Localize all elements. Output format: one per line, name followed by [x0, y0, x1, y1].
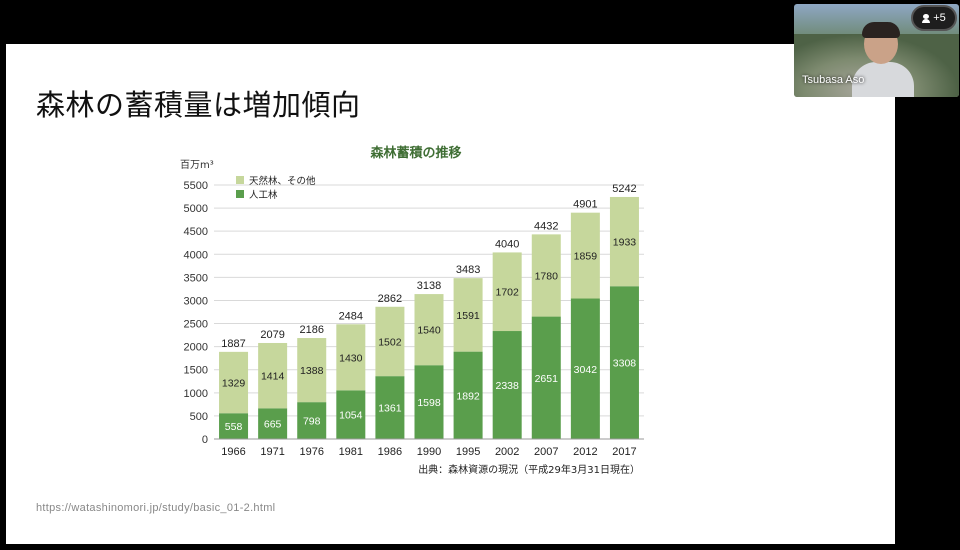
x-tick-label: 1986: [378, 446, 402, 458]
x-tick-label: 1981: [339, 446, 363, 458]
bar-value-label: 3042: [574, 364, 598, 376]
bar-segment: [414, 365, 444, 439]
bar-segment: [258, 342, 288, 409]
bar-value-label: 1361: [378, 403, 402, 415]
bar-total-label: 4040: [495, 238, 519, 250]
bar-segment: [453, 351, 483, 439]
bar-value-label: 1054: [339, 410, 363, 422]
bar-segment: [297, 338, 327, 403]
bar-total-label: 3483: [456, 264, 480, 276]
bar-segment: [219, 413, 249, 439]
legend-swatch: [236, 190, 244, 198]
bar-segment: [609, 286, 639, 439]
x-tick-label: 2007: [534, 446, 558, 458]
y-axis-label: 百万m³: [180, 159, 214, 171]
bar-segment: [609, 196, 639, 287]
bar-value-label: 1388: [300, 365, 324, 377]
y-tick-label: 5000: [184, 203, 208, 215]
x-tick-label: 1971: [260, 446, 284, 458]
x-tick-label: 1976: [299, 446, 323, 458]
bar-segment: [570, 212, 600, 299]
bar-segment: [297, 402, 327, 439]
bar-segment: [492, 252, 522, 332]
chart-source-note: 出典：森林資源の現況（平成29年3月31日現在）: [418, 463, 640, 476]
bar-total-label: 4432: [534, 220, 558, 232]
bar-value-label: 1414: [261, 371, 285, 383]
legend-label: 人工林: [249, 189, 278, 201]
legend-swatch: [236, 176, 244, 184]
bar-total-label: 3138: [417, 280, 441, 292]
y-tick-label: 3000: [184, 295, 208, 307]
bar-segment: [570, 298, 600, 439]
bar-value-label: 1329: [222, 378, 246, 390]
bar-total-label: 2484: [339, 310, 363, 322]
bar-value-label: 1780: [535, 270, 559, 282]
participants-button[interactable]: +5: [911, 5, 957, 31]
bar-total-label: 4901: [573, 199, 597, 211]
y-tick-label: 4500: [184, 226, 208, 238]
bar-segment: [375, 306, 405, 377]
bar-value-label: 1540: [417, 325, 441, 337]
person-icon: [922, 13, 931, 23]
bar-value-label: 2651: [535, 373, 559, 385]
legend-label: 天然林、その他: [249, 175, 316, 187]
bar-segment: [375, 376, 405, 439]
participant-avatar: [852, 22, 914, 97]
y-tick-label: 1500: [184, 365, 208, 377]
source-url: https://watashinomori.jp/study/basic_01-…: [36, 502, 276, 514]
bar-total-label: 2079: [260, 329, 284, 341]
bar-value-label: 558: [225, 421, 243, 433]
bar-total-label: 2186: [299, 324, 323, 336]
y-tick-label: 500: [190, 411, 208, 423]
bar-segment: [258, 408, 288, 439]
bar-value-label: 1598: [417, 397, 441, 409]
bar-value-label: 1933: [613, 237, 637, 249]
presentation-slide: 森林の蓄積量は増加傾向 森林蓄積の推移百万m³ 0 500 1000 1500 2000 2…: [6, 44, 895, 544]
bar-segment: [453, 278, 483, 352]
bar-total-label: 1887: [221, 338, 245, 350]
bar-value-label: 1591: [456, 310, 480, 322]
bar-segment: [531, 316, 561, 439]
bar-value-label: 1430: [339, 352, 363, 364]
bar-segment: [336, 324, 366, 391]
bar-segment: [336, 390, 366, 439]
x-tick-label: 2012: [573, 446, 597, 458]
bar-segment: [219, 351, 249, 414]
bar-segment: [492, 331, 522, 439]
x-tick-label: 1990: [417, 446, 441, 458]
bar-value-label: 3308: [613, 358, 637, 370]
y-tick-label: 4000: [184, 249, 208, 261]
bar-total-label: 2862: [378, 293, 402, 305]
bar-value-label: 665: [264, 419, 282, 431]
y-tick-label: 2500: [184, 319, 208, 331]
y-tick-label: 3500: [184, 272, 208, 284]
bar-value-label: 1892: [456, 390, 480, 402]
y-tick-label: 0: [202, 434, 208, 446]
y-tick-label: 1000: [184, 388, 208, 400]
x-tick-label: 2002: [495, 446, 519, 458]
bar-segment: [414, 294, 444, 366]
x-tick-label: 1966: [221, 446, 245, 458]
slide-title: 森林の蓄積量は増加傾向: [36, 88, 361, 122]
bar-value-label: 1702: [496, 287, 520, 299]
participants-count: +5: [933, 12, 946, 24]
x-tick-label: 2017: [612, 446, 636, 458]
bar-value-label: 798: [303, 416, 321, 428]
bar-value-label: 1502: [378, 336, 402, 348]
chart-title: 森林蓄積の推移: [370, 145, 461, 161]
bar-value-label: 1859: [574, 251, 598, 263]
y-tick-label: 5500: [184, 180, 208, 192]
bar-segment: [531, 234, 561, 317]
bar-total-label: 5242: [612, 183, 636, 195]
y-tick-label: 2000: [184, 342, 208, 354]
x-tick-label: 1995: [456, 446, 480, 458]
bar-value-label: 2338: [496, 380, 520, 392]
participant-name-label: Tsubasa Aso: [802, 74, 865, 86]
